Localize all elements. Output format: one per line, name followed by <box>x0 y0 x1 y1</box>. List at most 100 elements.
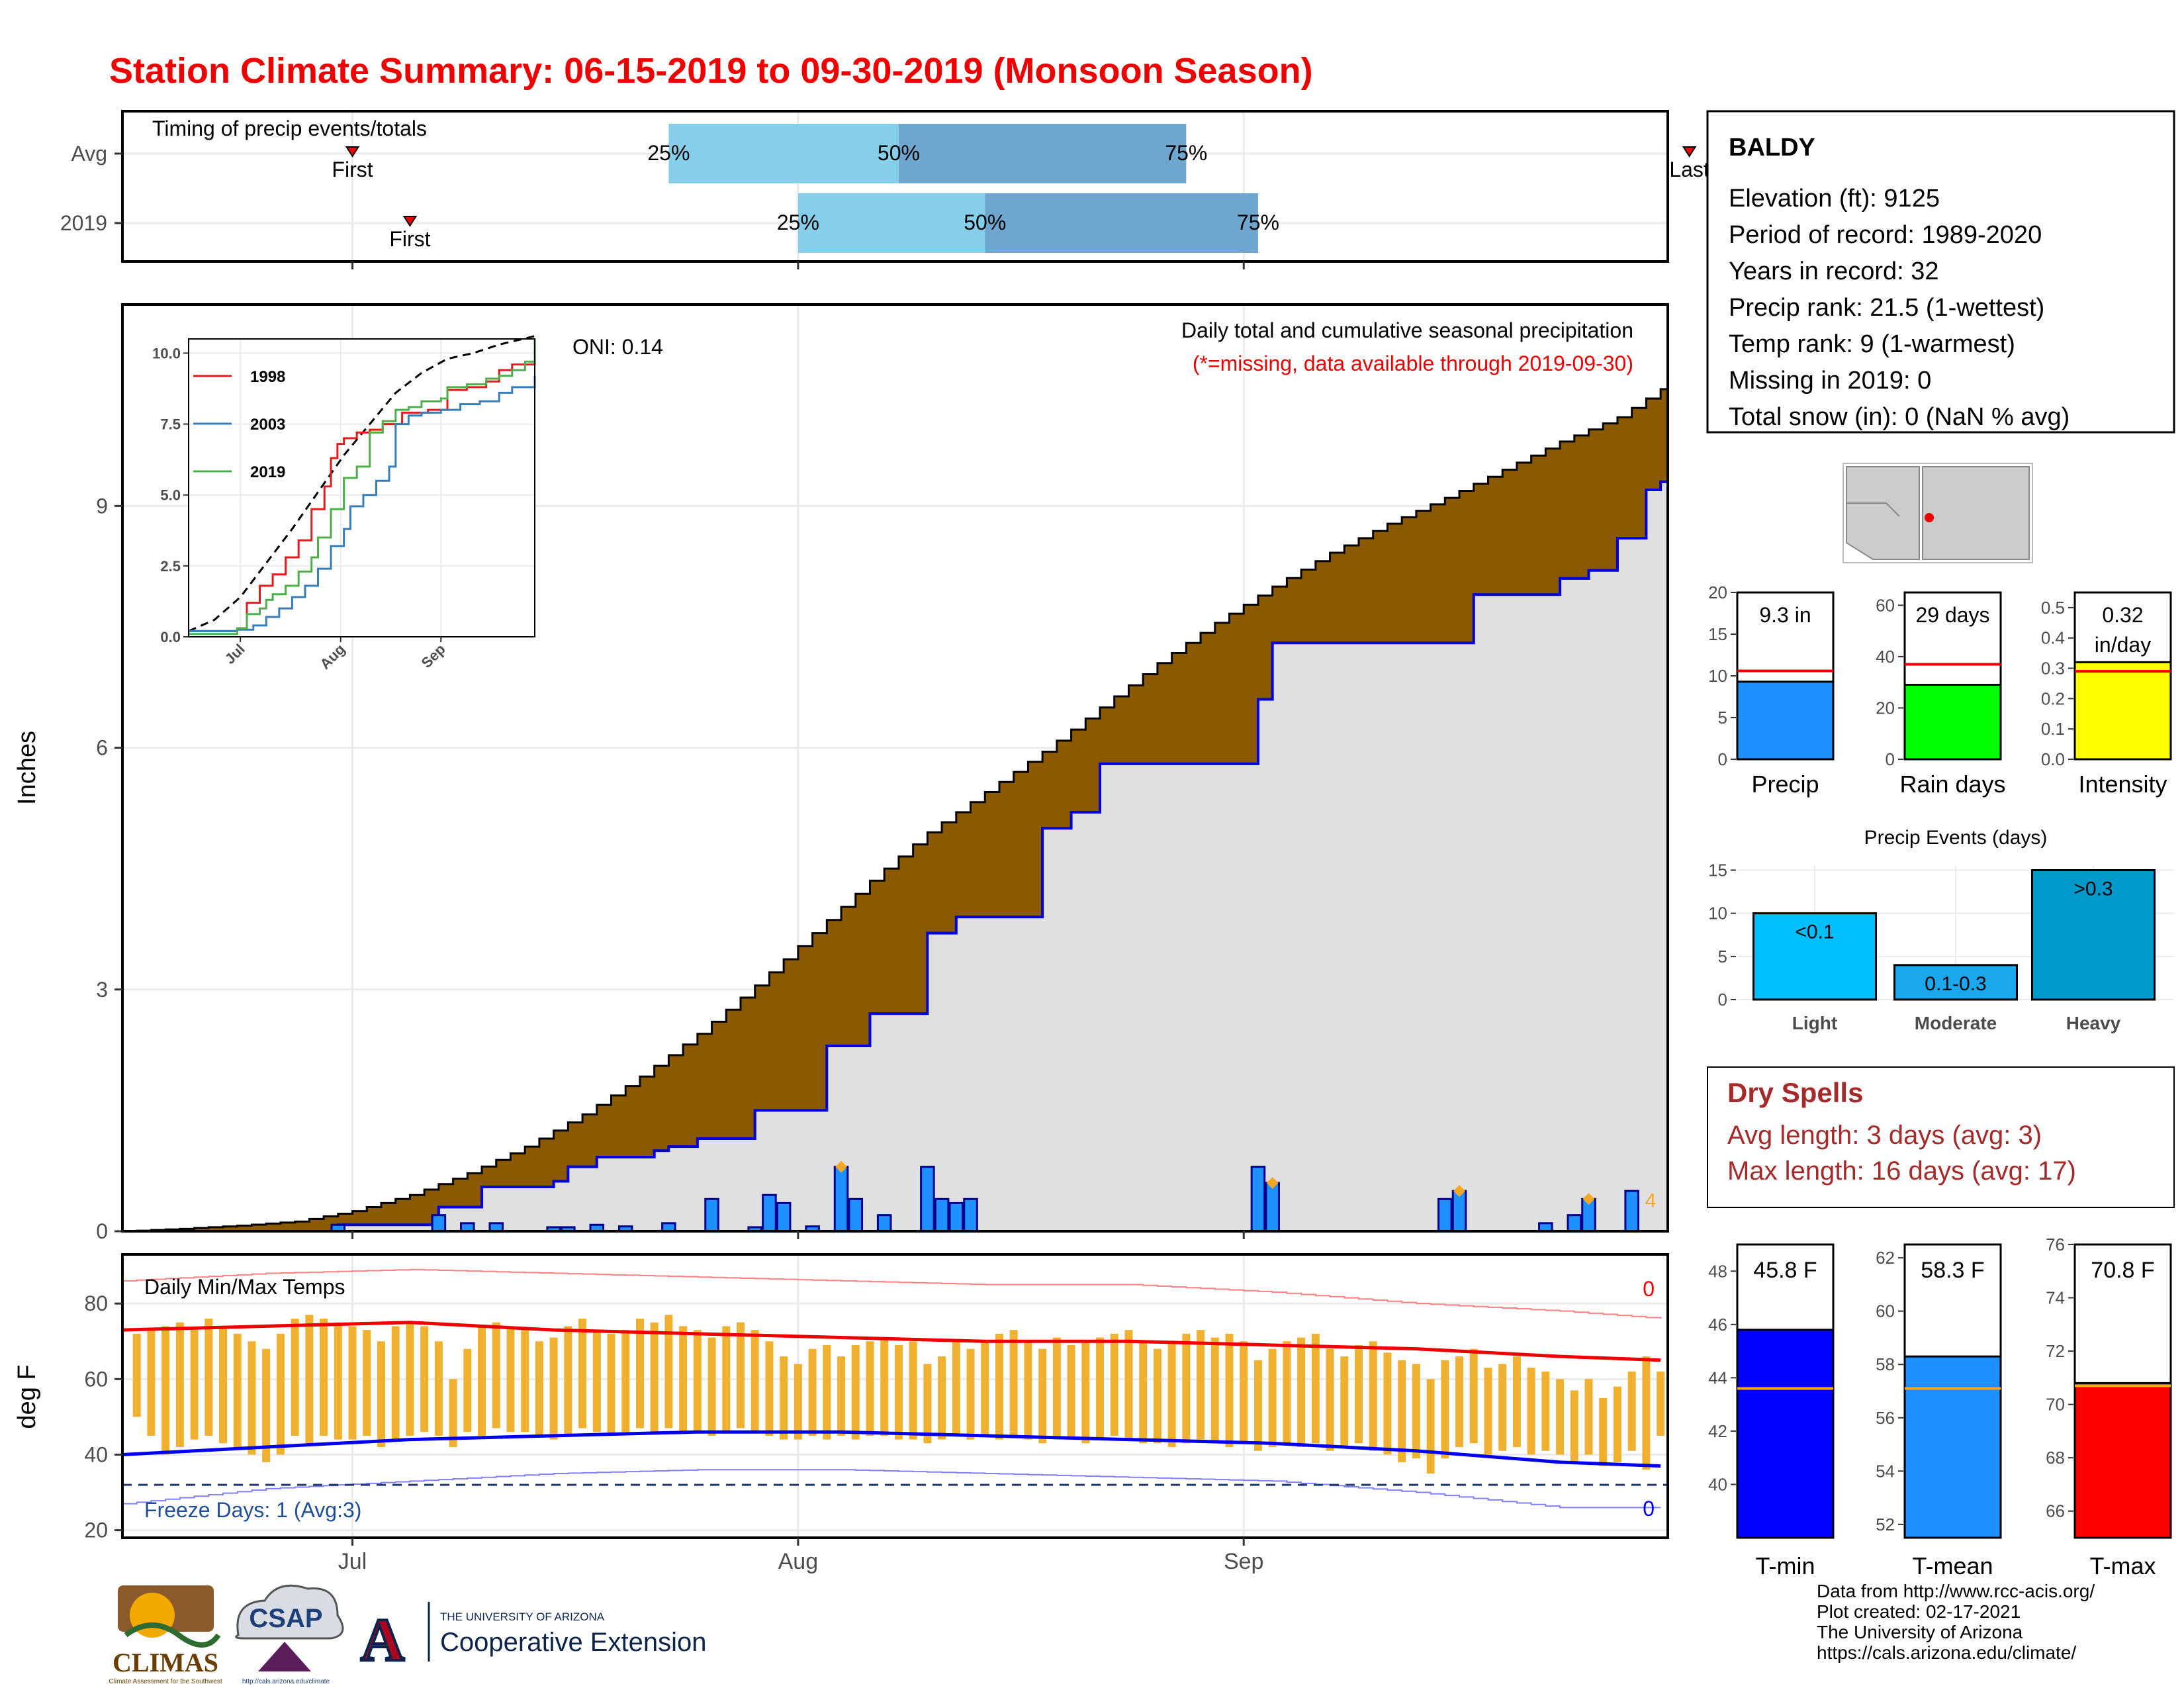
locator-map <box>1843 463 2033 563</box>
daily-temp-range-bar <box>1081 1341 1090 1444</box>
footer-credits: Data from http://www.rcc-acis.org/ Plot … <box>1817 1581 2095 1663</box>
station-info-line: Total snow (in): 0 (NaN % avg) <box>1729 403 2070 431</box>
daily-temp-range-bar <box>1268 1348 1277 1448</box>
events-y-tick-label: 10 <box>1708 904 1727 923</box>
main-y-tick-label: 6 <box>96 736 108 760</box>
daily-temp-range-bar <box>391 1326 400 1440</box>
mini-bar-y-tick-label: 0.1 <box>2041 719 2065 739</box>
temp-y-tick-label: 80 <box>84 1291 108 1315</box>
daily-temp-range-bar <box>823 1344 831 1440</box>
timing-panel: 25%50%75%FirstLastAvg25%50%75%FirstLast2… <box>60 110 1796 269</box>
main-y-tick-label: 0 <box>96 1219 108 1243</box>
station-name: BALDY <box>1729 134 1815 162</box>
daily-temp-range-bar <box>1326 1348 1334 1451</box>
daily-temp-range-bar <box>693 1330 702 1432</box>
timing-q25-q50-bar <box>668 124 899 183</box>
temp-bar-value-label: 70.8 F <box>2091 1258 2154 1283</box>
ua-extension: Cooperative Extension <box>440 1628 706 1657</box>
timing-last-label: Last <box>1669 158 1709 181</box>
daily-precip-bar <box>848 1197 864 1233</box>
mini-bar-y-tick-label: 0 <box>1718 749 1727 769</box>
daily-temp-range-bar <box>276 1333 285 1455</box>
daily-temp-range-bar <box>1340 1356 1349 1448</box>
inset-series-line-2019 <box>189 339 536 635</box>
daily-temp-range-bar <box>880 1337 889 1436</box>
daily-temp-range-bar <box>478 1326 486 1436</box>
daily-precip-bar <box>431 1214 447 1233</box>
ua-logo: A THE UNIVERSITY OF ARIZONA Cooperative … <box>359 1602 706 1675</box>
timing-first-label: First <box>389 227 430 251</box>
timing-first-marker <box>402 216 418 227</box>
daily-temp-range-bar <box>492 1322 500 1429</box>
temp-bar-y-tick-label: 46 <box>1708 1315 1727 1335</box>
mini-bar-y-tick-label: 20 <box>1708 583 1727 602</box>
daily-precip-bar <box>704 1197 719 1233</box>
daily-precip-marker <box>1453 1185 1466 1197</box>
footer-line-created: Plot created: 02-17-2021 <box>1817 1601 2021 1622</box>
station-info-line: Elevation (ft): 9125 <box>1729 185 1940 212</box>
inset-background <box>189 339 535 637</box>
temp-y-tick-label: 60 <box>84 1367 108 1391</box>
mini-bar-chart-rain-days: 0 20 40 60 29 days Rain days <box>1876 591 2006 798</box>
daily-temp-range-bar <box>650 1322 659 1432</box>
daily-temp-range-bar <box>751 1330 759 1432</box>
climas-tagline: Climate Assessment for the Southwest <box>109 1678 222 1685</box>
footer-line-university: The University of Arizona <box>1817 1622 2023 1642</box>
temp-bar-y-tick-label: 42 <box>1708 1421 1727 1441</box>
daily-temp-range-bar <box>866 1341 874 1436</box>
mini-bar-y-tick-label: 0.5 <box>2041 598 2065 618</box>
daily-precip-bar <box>1451 1190 1467 1233</box>
footer-line-url: https://cals.arizona.edu/climate/ <box>1817 1642 2077 1663</box>
daily-temp-range-bar <box>549 1337 558 1440</box>
mini-bar-y-tick-label: 0.3 <box>2041 659 2065 679</box>
daily-temp-range-bar <box>722 1326 731 1432</box>
mini-bar-name: Rain days <box>1899 771 2005 798</box>
temp-bar-y-tick-label: 56 <box>1876 1408 1895 1428</box>
temp-bar-value-label: 58.3 F <box>1921 1258 1984 1283</box>
mini-bar-y-tick-label: 0 <box>1886 749 1895 769</box>
dry-spells-max-length: Max length: 16 days (avg: 17) <box>1727 1156 2076 1186</box>
temp-y-tick-label: 20 <box>84 1519 108 1542</box>
daily-temp-range-bar <box>851 1344 860 1440</box>
daily-temp-range-bar <box>1455 1356 1464 1448</box>
daily-temp-range-bar <box>219 1326 228 1444</box>
inset-y-tick-label: 0.0 <box>160 629 181 645</box>
timing-first-marker <box>345 146 360 158</box>
precip-events-title: Precip Events (days) <box>1864 827 2048 849</box>
mini-bar-y-tick-label: 20 <box>1876 698 1895 718</box>
mini-bar-name: Precip <box>1751 771 1819 798</box>
temp-bar-chart-t-max: 66 68 70 72 74 76 70.8 F T-max <box>2046 1235 2172 1579</box>
daily-temp-range-bar <box>1642 1356 1651 1470</box>
daily-temp-range-bar <box>780 1356 788 1440</box>
ua-name: THE UNIVERSITY OF ARIZONA <box>440 1611 605 1623</box>
daily-temp-range-bar <box>564 1326 572 1436</box>
daily-precip-bar <box>1567 1214 1582 1233</box>
dry-spells-avg-length: Avg length: 3 days (avg: 3) <box>1727 1121 2042 1150</box>
daily-temp-range-bar <box>952 1341 960 1436</box>
mini-bar-value <box>1736 680 1835 761</box>
daily-temp-range-bar <box>1009 1330 1018 1436</box>
daily-temp-range-bar <box>938 1356 946 1440</box>
events-category-label: Light <box>1792 1013 1837 1033</box>
daily-temp-range-bar <box>1441 1360 1449 1459</box>
events-y-tick-label: 15 <box>1708 861 1727 880</box>
daily-temp-range-bar <box>1110 1333 1118 1436</box>
daily-temp-range-bar <box>434 1341 443 1436</box>
daily-temp-range-bar <box>320 1319 328 1436</box>
daily-temp-range-bar <box>578 1319 587 1429</box>
mini-bar-value <box>2073 661 2172 761</box>
station-info-line: Precip rank: 21.5 (1-wettest) <box>1729 294 2044 322</box>
daily-temp-range-bar <box>161 1326 170 1455</box>
daily-temp-range-bar <box>909 1341 917 1440</box>
oni-label: ONI: 0.14 <box>572 335 663 359</box>
daily-temp-range-bar <box>147 1330 156 1436</box>
temp-bar-y-tick-label: 76 <box>2046 1235 2065 1254</box>
daily-temp-range-bar <box>808 1348 817 1436</box>
daily-temp-range-bar <box>1210 1337 1219 1444</box>
temp-bar-y-tick-label: 60 <box>1876 1301 1895 1321</box>
csap-logo: CSAP http://cals.arizona.edu/climate <box>235 1584 344 1685</box>
temp-bar-name: T-max <box>2089 1552 2156 1579</box>
climas-logo: CLIMAS Climate Assessment for the Southw… <box>109 1585 222 1685</box>
daily-temp-range-bar <box>737 1322 745 1429</box>
